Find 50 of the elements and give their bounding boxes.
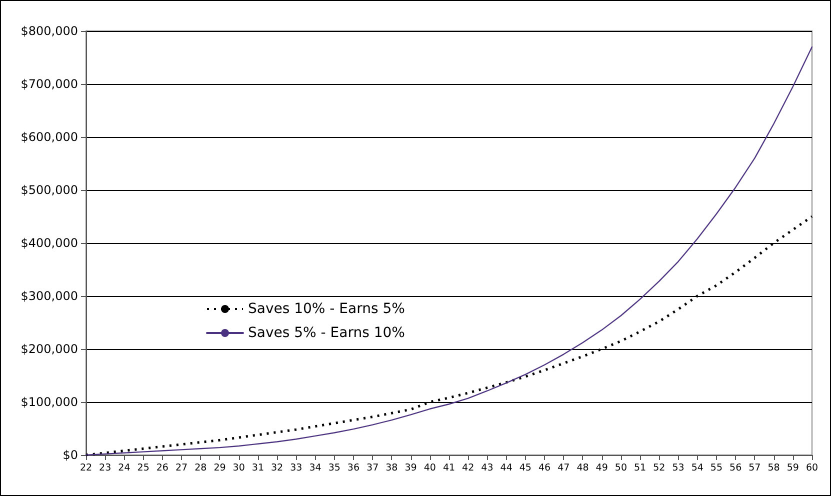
y-tick-label: $0 [62, 448, 78, 462]
y-tick-label: $500,000 [20, 183, 78, 197]
y-tick-label: $400,000 [20, 236, 78, 250]
x-tick-label: 39 [404, 462, 417, 474]
x-tick-label: 55 [710, 462, 723, 474]
x-tick-label: 32 [271, 462, 284, 474]
x-tick-label: 29 [214, 462, 226, 474]
x-tick-label: 25 [137, 462, 150, 474]
y-tick-label: $200,000 [20, 342, 78, 356]
x-tick-label: 46 [538, 462, 551, 474]
x-tick-label: 56 [730, 462, 742, 474]
x-tick-label: 44 [500, 462, 512, 474]
x-tick-label: 24 [118, 462, 130, 474]
x-tick-label: 54 [691, 462, 704, 474]
y-tick-label: $600,000 [20, 130, 78, 144]
x-tick-label: 48 [576, 462, 589, 474]
x-tick-label: 27 [175, 462, 188, 474]
x-tick-label: 26 [156, 462, 168, 474]
x-tick-label: 41 [442, 462, 456, 474]
x-tick-label: 59 [786, 462, 799, 474]
x-tick-label: 36 [347, 462, 360, 474]
x-tick-label: 53 [672, 462, 684, 474]
x-tick-label: 30 [232, 462, 245, 474]
x-tick-label: 37 [366, 462, 379, 474]
x-tick-label: 38 [386, 462, 398, 474]
x-tick-label: 31 [252, 462, 264, 474]
x-tick-label: 43 [481, 462, 494, 474]
x-tick-label: 58 [768, 462, 780, 474]
x-tick-label: 34 [309, 462, 322, 474]
y-tick-label: $100,000 [20, 395, 78, 409]
x-tick-label: 45 [519, 462, 532, 474]
x-tick-label: 42 [462, 462, 474, 474]
x-tick-label: 57 [748, 462, 761, 474]
x-tick-label: 60 [806, 462, 818, 474]
legend-label: Saves 10% - Earns 5% [248, 301, 405, 317]
x-tick-label: 23 [99, 462, 112, 474]
y-tick-label: $800,000 [20, 24, 78, 38]
legend-label: Saves 5% - Earns 10% [248, 325, 405, 341]
y-tick-label: $300,000 [20, 289, 78, 303]
x-tick-label: 49 [596, 462, 608, 474]
x-tick-label: 52 [653, 462, 666, 474]
y-tick-label: $700,000 [20, 77, 78, 91]
x-tick-label: 50 [614, 462, 627, 474]
x-tick-label: 22 [80, 462, 92, 474]
x-tick-label: 51 [634, 462, 646, 474]
x-tick-label: 33 [290, 462, 302, 474]
x-tick-label: 47 [558, 462, 570, 474]
x-tick-label: 35 [328, 462, 340, 474]
x-tick-label: 28 [194, 462, 207, 474]
x-tick-label: 40 [424, 462, 436, 474]
